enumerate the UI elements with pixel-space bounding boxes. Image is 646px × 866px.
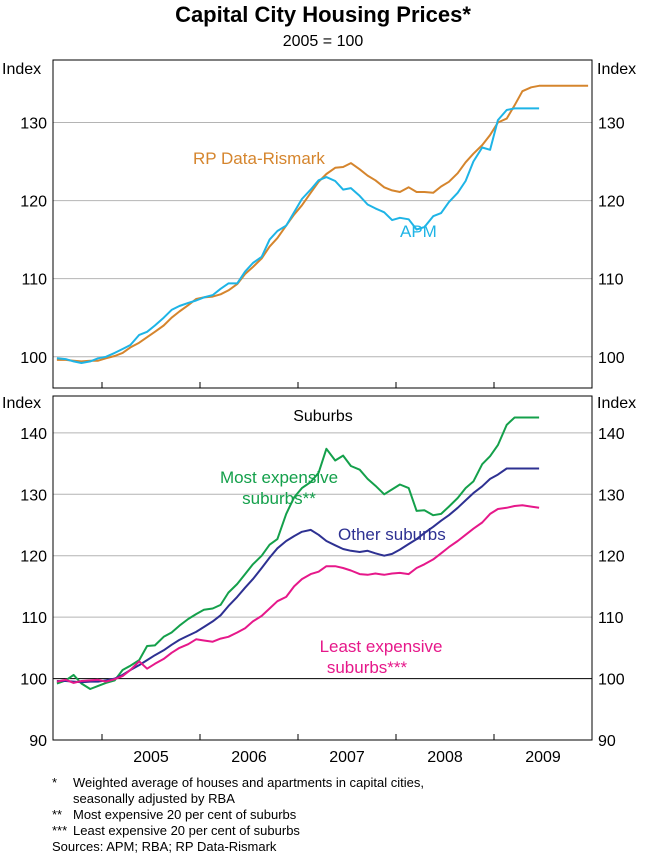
footnote-2-marker: ** (52, 807, 63, 822)
bottom-ytick-left-120: 120 (20, 549, 47, 566)
top-ytick-left-100: 100 (20, 350, 47, 367)
bottom-left-axis-label: Index (2, 395, 41, 412)
top-ytick-right-120: 120 (598, 194, 625, 211)
bottom-panel-title: Suburbs (293, 408, 353, 425)
bottom-panel-tick-labels: 90 90 100 100 110 110 120 120 130 130 140 140 (20, 426, 625, 750)
xtick-2009: 2009 (525, 749, 561, 766)
footnote-3: *** Least expensive 20 per cent of subur… (52, 823, 424, 839)
footnote-2: ** Most expensive 20 per cent of suburbs (52, 807, 424, 823)
bottom-series-most-line (56, 416, 540, 690)
xtick-2005: 2005 (133, 749, 169, 766)
top-ytick-left-120: 120 (20, 194, 47, 211)
least-expensive-label-line-1: Least expensive (320, 637, 443, 656)
footnote-1: * Weighted average of houses and apartme… (52, 775, 424, 791)
chart: Capital City Housing Prices* 2005 = 100 … (2, 2, 636, 766)
footnote-1-marker: * (52, 775, 58, 790)
footnote-2-text: Most expensive 20 per cent of suburbs (73, 807, 297, 822)
bottom-ytick-right-110: 110 (598, 610, 624, 627)
xtick-2008: 2008 (427, 749, 463, 766)
footnote-3-text: Least expensive 20 per cent of suburbs (73, 823, 300, 838)
bottom-right-axis-label: Index (597, 395, 636, 412)
xtick-2007: 2007 (329, 749, 365, 766)
top-panel-series (56, 84, 589, 364)
bottom-series-least-line (56, 504, 540, 684)
apm-label: APM (400, 222, 437, 241)
bottom-series-other-line (56, 467, 540, 684)
xtick-2006: 2006 (231, 749, 267, 766)
footnote-1-line-1: Weighted average of houses and apartment… (73, 775, 424, 790)
top-ytick-right-110: 110 (598, 272, 624, 289)
top-ytick-left-110: 110 (21, 272, 47, 289)
bottom-ytick-left-100: 100 (20, 672, 47, 689)
top-series-apm-line (56, 107, 540, 364)
rp-data-rismark-label: RP Data-Rismark (193, 149, 325, 168)
bottom-panel-series (56, 416, 540, 690)
top-ytick-left-130: 130 (20, 115, 47, 132)
x-axis-tick-labels: 2005 2006 2007 2008 2009 (133, 749, 561, 766)
least-expensive-label-line-2: suburbs*** (327, 658, 408, 677)
bottom-ytick-left-110: 110 (21, 610, 47, 627)
top-series-rp-line (56, 84, 589, 363)
bottom-panel-frame (52, 395, 593, 741)
chart-title: Capital City Housing Prices* (175, 2, 471, 27)
bottom-ytick-left-140: 140 (20, 426, 47, 443)
other-suburbs-label: Other suburbs (338, 525, 446, 544)
top-left-axis-label: Index (2, 61, 41, 78)
footnote-1-line-2: seasonally adjusted by RBA (73, 791, 235, 806)
top-ytick-right-130: 130 (598, 115, 625, 132)
bottom-ytick-left-130: 130 (20, 487, 47, 504)
most-expensive-label-line-1: Most expensive (220, 468, 338, 487)
bottom-ytick-left-90: 90 (29, 733, 47, 750)
bottom-ytick-right-100: 100 (598, 672, 625, 689)
footnote-3-marker: *** (52, 823, 68, 838)
top-panel-gridlines (53, 121, 592, 358)
x-axis-tick-marks (101, 382, 495, 740)
bottom-ytick-right-90: 90 (598, 733, 616, 750)
most-expensive-label-line-2: suburbs** (242, 489, 316, 508)
footnotes: * Weighted average of houses and apartme… (52, 775, 424, 855)
top-panel-tick-labels: 100 100 110 110 120 120 130 130 (20, 115, 625, 366)
chart-subtitle: 2005 = 100 (283, 33, 364, 50)
bottom-ytick-right-120: 120 (598, 549, 625, 566)
bottom-ytick-right-130: 130 (598, 487, 625, 504)
top-ytick-right-100: 100 (598, 350, 625, 367)
top-right-axis-label: Index (597, 61, 636, 78)
top-panel-frame (52, 59, 593, 389)
bottom-ytick-right-140: 140 (598, 426, 625, 443)
sources: Sources: APM; RBA; RP Data-Rismark (52, 839, 277, 854)
